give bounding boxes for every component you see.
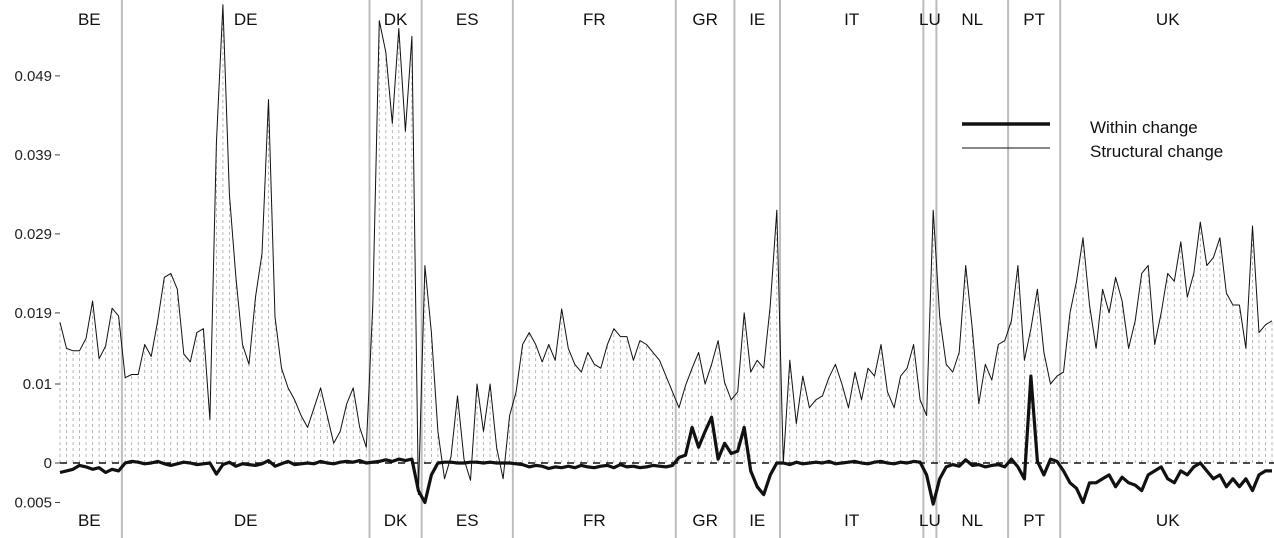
country-label: NL: [961, 511, 983, 530]
y-tick-label: 0.039: [14, 147, 52, 164]
country-label: IT: [844, 10, 859, 29]
country-label: LU: [919, 10, 941, 29]
legend: Within change Structural change: [962, 118, 1223, 161]
country-label: ES: [456, 511, 479, 530]
country-label: ES: [456, 10, 479, 29]
country-labels-top: BE DE DK ES FR GR IE IT LU NL PT UK: [78, 10, 1180, 29]
country-label: DK: [384, 10, 408, 29]
series-layer: [59, 4, 1273, 506]
country-label: IE: [749, 10, 765, 29]
country-label: FR: [583, 511, 606, 530]
country-label: DK: [384, 511, 408, 530]
country-dividers: [120, 0, 1062, 538]
country-label: IE: [749, 511, 765, 530]
country-label: FR: [583, 10, 606, 29]
country-label: PT: [1023, 10, 1045, 29]
country-label: GR: [692, 10, 718, 29]
y-tick-label: 0.005: [14, 495, 52, 512]
structural-area-hatching: [59, 4, 1273, 463]
country-label: UK: [1156, 511, 1180, 530]
legend-structural-label: Structural change: [1090, 142, 1223, 161]
country-label: BE: [78, 511, 101, 530]
y-tick-label: 0.049: [14, 68, 52, 85]
country-label: DE: [234, 511, 258, 530]
legend-within-label: Within change: [1090, 118, 1198, 137]
country-label: GR: [692, 511, 718, 530]
y-tick-label: 0.019: [14, 305, 52, 322]
country-label: NL: [961, 10, 983, 29]
country-labels-bottom: BE DE DK ES FR GR IE IT LU NL PT UK: [78, 511, 1180, 530]
country-label: IT: [844, 511, 859, 530]
country-label: LU: [919, 511, 941, 530]
y-tick-label: 0.029: [14, 226, 52, 243]
within-change-line: [59, 374, 1272, 506]
y-axis: 0.049 0.039 0.029 0.019 0.01 0 0.005: [14, 68, 60, 512]
y-tick-label: 0: [44, 455, 52, 472]
country-label: UK: [1156, 10, 1180, 29]
country-label: DE: [234, 10, 258, 29]
y-tick-label: 0.01: [23, 376, 52, 393]
structural-change-line: [59, 4, 1273, 496]
country-label: PT: [1023, 511, 1045, 530]
country-label: BE: [78, 10, 101, 29]
